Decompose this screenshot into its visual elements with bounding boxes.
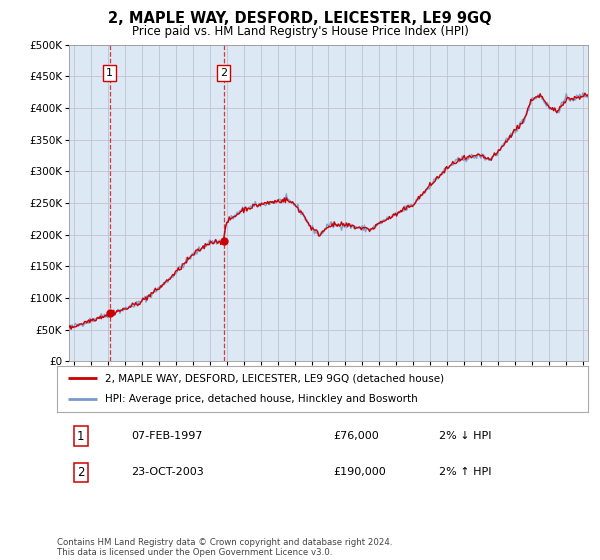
Text: 2, MAPLE WAY, DESFORD, LEICESTER, LE9 9GQ: 2, MAPLE WAY, DESFORD, LEICESTER, LE9 9G… (108, 11, 492, 26)
Text: 23-OCT-2003: 23-OCT-2003 (131, 468, 204, 477)
Text: Contains HM Land Registry data © Crown copyright and database right 2024.
This d: Contains HM Land Registry data © Crown c… (57, 538, 392, 557)
Text: 2: 2 (77, 466, 85, 479)
Text: 07-FEB-1997: 07-FEB-1997 (131, 431, 203, 441)
Text: 2% ↓ HPI: 2% ↓ HPI (439, 431, 492, 441)
Text: 2, MAPLE WAY, DESFORD, LEICESTER, LE9 9GQ (detached house): 2, MAPLE WAY, DESFORD, LEICESTER, LE9 9G… (105, 373, 444, 383)
Text: 1: 1 (77, 430, 85, 442)
Text: £76,000: £76,000 (333, 431, 379, 441)
Text: 2% ↑ HPI: 2% ↑ HPI (439, 468, 492, 477)
Text: Price paid vs. HM Land Registry's House Price Index (HPI): Price paid vs. HM Land Registry's House … (131, 25, 469, 38)
Text: 2: 2 (220, 68, 227, 78)
Text: 1: 1 (106, 68, 113, 78)
Text: HPI: Average price, detached house, Hinckley and Bosworth: HPI: Average price, detached house, Hinc… (105, 394, 418, 404)
Text: £190,000: £190,000 (333, 468, 386, 477)
